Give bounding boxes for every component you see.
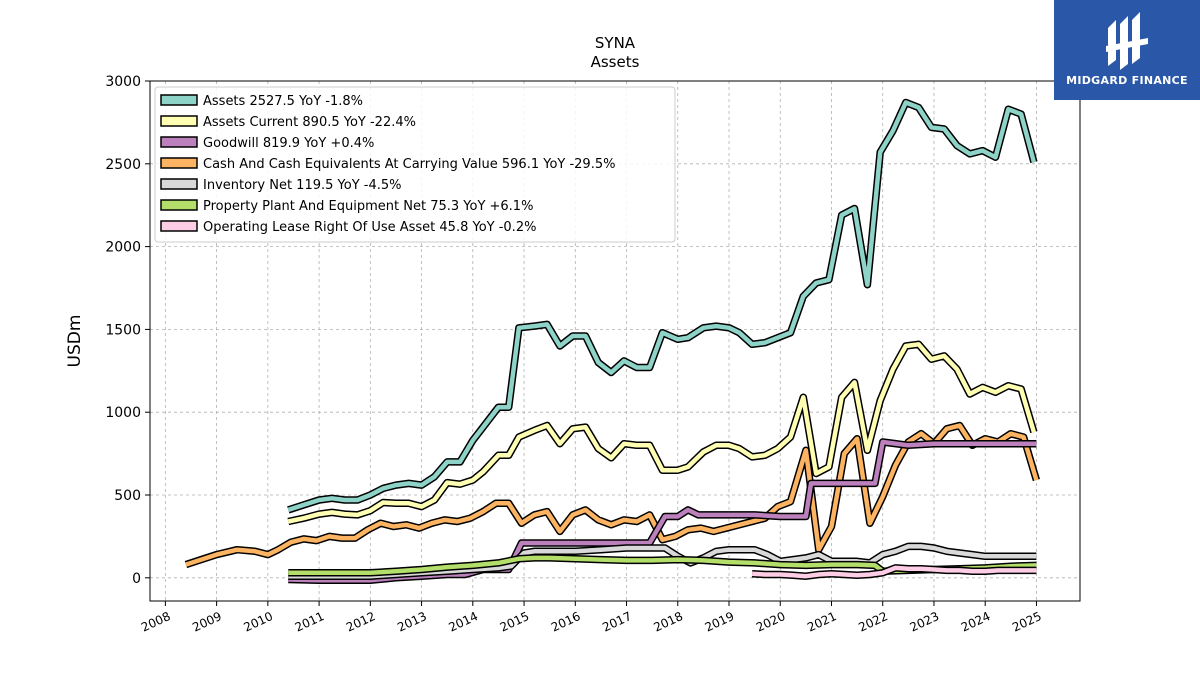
x-tick-label: 2011 (293, 609, 327, 635)
y-tick-label: 2500 (105, 157, 141, 173)
brand-logo: MIDGARD FINANCE (1054, 0, 1200, 100)
midgard-logo-icon (1106, 12, 1148, 70)
legend-entry: Cash And Cash Equivalents At Carrying Va… (203, 157, 615, 172)
series-lines (184, 98, 1040, 585)
x-tick-label: 2017 (600, 609, 634, 635)
x-tick-label: 2013 (395, 609, 429, 635)
legend-swatch (160, 178, 198, 190)
legend-entry: Assets Current 890.5 YoY -22.4% (203, 115, 416, 130)
y-tick-label: 1500 (105, 322, 141, 338)
x-tick-label: 2024 (959, 609, 993, 635)
legend: Assets 2527.5 YoY -1.8% Assets Current 89… (154, 86, 676, 243)
chart-title: SYNA (595, 34, 636, 52)
legend-entry: Goodwill 819.9 YoY +0.4% (203, 136, 374, 151)
x-tick-label: 2020 (754, 609, 788, 635)
x-tick-label: 2009 (190, 609, 224, 635)
series-line-assets-current (287, 342, 1037, 524)
legend-swatch (160, 157, 198, 169)
legend-entry: Inventory Net 119.5 YoY -4.5% (203, 178, 402, 193)
legend-swatch (160, 115, 198, 127)
y-tick-label: 3000 (105, 74, 141, 90)
legend-entry: Property Plant And Equipment Net 75.3 Yo… (203, 199, 533, 214)
series-line-operating-lease-right-of-use-asset (751, 565, 1037, 579)
legend-box (154, 86, 676, 243)
x-tick-label: 2010 (242, 609, 276, 635)
series-line-inventory-net (288, 544, 1037, 579)
legend-entry: Operating Lease Right Of Use Asset 45.8 … (203, 220, 536, 235)
legend-entry: Assets 2527.5 YoY -1.8% (203, 94, 363, 109)
x-tick-label: 2008 (139, 609, 173, 635)
plot-frame (149, 80, 1081, 602)
x-tick-label: 2016 (549, 609, 583, 635)
y-tick-label: 500 (114, 488, 141, 504)
x-tick-label: 2012 (344, 609, 378, 635)
y-tick-label: 1000 (105, 405, 141, 421)
y-axis-label: USDm (65, 315, 85, 368)
x-tick-label: 2023 (908, 609, 942, 635)
series-line-assets (287, 100, 1037, 513)
brand-name: MIDGARD FINANCE (1066, 74, 1188, 87)
legend-swatch (160, 199, 198, 211)
x-tick-label: 2018 (651, 609, 685, 635)
chart-subtitle: Assets (591, 53, 640, 71)
x-tick-label: 2025 (1010, 609, 1044, 635)
x-tick-label: 2015 (498, 609, 532, 635)
x-tick-label: 2022 (856, 609, 890, 635)
x-tick-label: 2014 (446, 609, 480, 635)
x-tick-label: 2019 (703, 609, 737, 635)
y-tick-label: 2000 (105, 240, 141, 256)
legend-swatch (160, 220, 198, 232)
x-tick-label: 2021 (805, 609, 839, 635)
legend-swatch (160, 136, 198, 148)
y-tick-label: 0 (132, 571, 141, 587)
legend-swatch (160, 94, 198, 106)
series-line-cash-and-cash-equivalents-at-carrying-value (185, 423, 1039, 567)
